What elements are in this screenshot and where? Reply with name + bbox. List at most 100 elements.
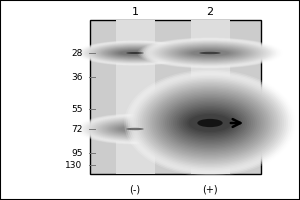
Ellipse shape — [128, 72, 292, 174]
Ellipse shape — [139, 38, 281, 68]
Ellipse shape — [103, 47, 167, 59]
Ellipse shape — [167, 44, 253, 62]
Text: (-): (-) — [129, 185, 141, 195]
Ellipse shape — [105, 122, 165, 136]
Ellipse shape — [160, 43, 260, 63]
Ellipse shape — [92, 118, 178, 140]
Ellipse shape — [169, 101, 251, 145]
Ellipse shape — [159, 42, 261, 64]
Ellipse shape — [103, 121, 167, 137]
Ellipse shape — [181, 109, 239, 137]
Ellipse shape — [163, 97, 257, 149]
Ellipse shape — [104, 122, 166, 136]
Ellipse shape — [97, 45, 173, 61]
Ellipse shape — [115, 125, 155, 133]
Ellipse shape — [185, 111, 236, 135]
Ellipse shape — [188, 50, 232, 56]
Ellipse shape — [104, 47, 166, 59]
Ellipse shape — [94, 45, 176, 61]
Ellipse shape — [175, 105, 245, 141]
Text: 55: 55 — [71, 104, 82, 114]
Ellipse shape — [192, 50, 228, 56]
Ellipse shape — [177, 106, 243, 140]
Ellipse shape — [188, 114, 232, 132]
Ellipse shape — [84, 116, 186, 142]
Ellipse shape — [115, 50, 155, 56]
Ellipse shape — [120, 126, 150, 132]
Ellipse shape — [120, 51, 150, 55]
Ellipse shape — [80, 115, 190, 143]
Ellipse shape — [78, 114, 192, 144]
Ellipse shape — [132, 75, 288, 171]
Ellipse shape — [169, 45, 251, 61]
Ellipse shape — [101, 46, 169, 60]
Ellipse shape — [76, 113, 194, 145]
Ellipse shape — [93, 44, 177, 62]
Ellipse shape — [161, 95, 259, 151]
Ellipse shape — [126, 128, 144, 130]
Ellipse shape — [174, 46, 246, 60]
Ellipse shape — [185, 49, 235, 57]
Ellipse shape — [130, 74, 290, 172]
Text: 36: 36 — [71, 72, 82, 82]
Ellipse shape — [170, 45, 250, 61]
Ellipse shape — [96, 45, 174, 61]
Bar — [190, 20, 230, 174]
Ellipse shape — [164, 44, 256, 62]
Ellipse shape — [91, 44, 179, 62]
Ellipse shape — [150, 87, 271, 159]
Ellipse shape — [99, 120, 172, 138]
Ellipse shape — [149, 40, 271, 66]
Ellipse shape — [109, 123, 161, 135]
Ellipse shape — [118, 126, 153, 132]
Bar — [116, 20, 154, 174]
Ellipse shape — [93, 118, 177, 140]
Ellipse shape — [88, 43, 182, 63]
Ellipse shape — [155, 91, 265, 155]
Ellipse shape — [124, 70, 296, 176]
Ellipse shape — [108, 123, 162, 135]
Ellipse shape — [85, 116, 185, 142]
Ellipse shape — [180, 48, 240, 58]
Ellipse shape — [141, 38, 279, 68]
Ellipse shape — [153, 90, 267, 156]
Ellipse shape — [162, 43, 258, 63]
Ellipse shape — [99, 46, 172, 60]
Ellipse shape — [179, 107, 241, 139]
Ellipse shape — [146, 84, 274, 162]
Ellipse shape — [107, 48, 163, 58]
Text: 2: 2 — [206, 7, 214, 17]
Ellipse shape — [76, 40, 194, 66]
Ellipse shape — [116, 50, 154, 56]
Ellipse shape — [172, 46, 248, 60]
Ellipse shape — [142, 39, 278, 67]
Ellipse shape — [89, 117, 181, 141]
Ellipse shape — [183, 110, 237, 136]
Ellipse shape — [100, 46, 170, 60]
Ellipse shape — [157, 93, 263, 153]
Ellipse shape — [157, 42, 263, 64]
Ellipse shape — [190, 50, 230, 56]
Ellipse shape — [92, 44, 178, 62]
Ellipse shape — [100, 120, 170, 138]
Ellipse shape — [159, 94, 261, 152]
Ellipse shape — [112, 124, 158, 134]
Ellipse shape — [111, 124, 159, 134]
Ellipse shape — [113, 124, 157, 134]
Ellipse shape — [107, 122, 163, 136]
Ellipse shape — [88, 117, 182, 141]
Ellipse shape — [78, 41, 192, 65]
Ellipse shape — [84, 42, 186, 64]
Ellipse shape — [136, 78, 284, 168]
Ellipse shape — [119, 126, 151, 132]
Text: 72: 72 — [71, 124, 82, 134]
Text: 130: 130 — [65, 160, 83, 170]
Ellipse shape — [175, 46, 245, 60]
Ellipse shape — [85, 42, 185, 64]
Ellipse shape — [144, 39, 276, 67]
Ellipse shape — [80, 41, 190, 65]
Ellipse shape — [187, 49, 233, 57]
Ellipse shape — [173, 103, 247, 143]
Ellipse shape — [166, 44, 255, 62]
Ellipse shape — [86, 117, 184, 141]
